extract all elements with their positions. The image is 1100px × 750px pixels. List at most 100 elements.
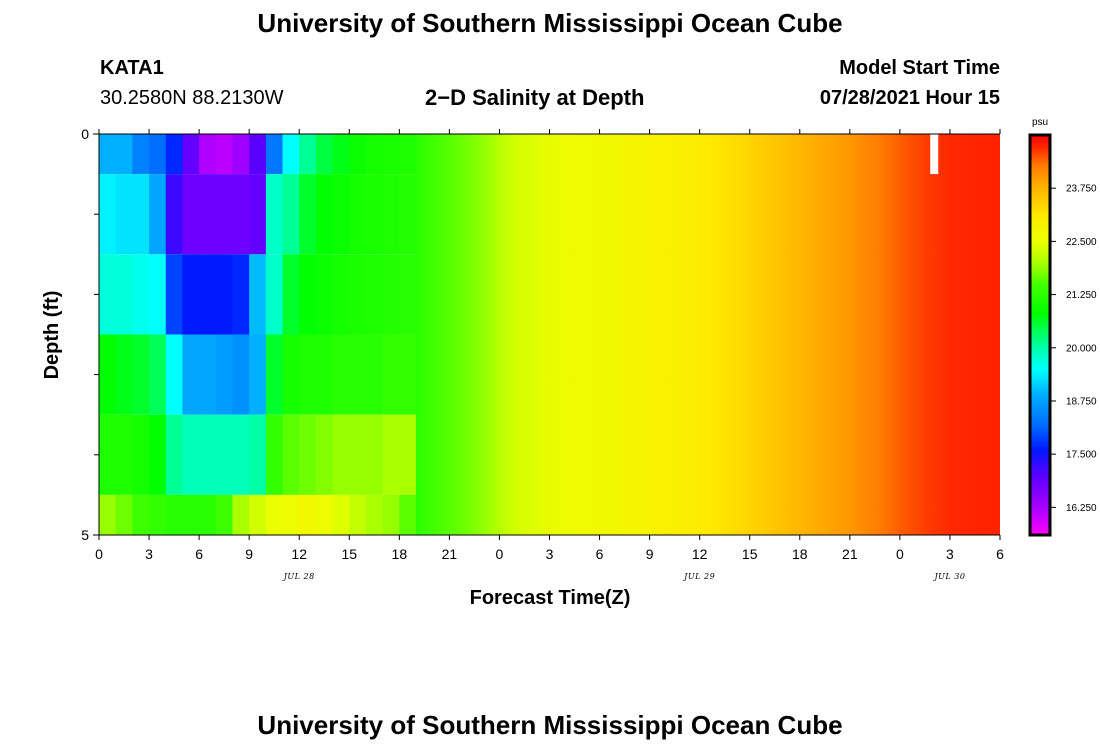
heatmap-cell bbox=[382, 494, 400, 535]
colorbar-tick-label: 16.250 bbox=[1066, 503, 1097, 514]
heatmap-cell bbox=[315, 494, 334, 535]
heatmap-cell bbox=[382, 174, 400, 255]
heatmap-cell bbox=[265, 254, 284, 335]
heatmap-cell bbox=[399, 414, 417, 495]
heatmap-cell bbox=[282, 134, 300, 175]
heatmap-cell bbox=[365, 254, 384, 335]
heatmap-cell bbox=[315, 254, 334, 335]
heatmap-cell bbox=[115, 334, 133, 415]
heatmap-cell bbox=[265, 414, 284, 495]
heatmap-cell bbox=[232, 334, 250, 415]
heatmap-cell bbox=[182, 494, 200, 535]
heatmap-cell bbox=[382, 334, 400, 415]
colorbar-unit: psu bbox=[1032, 117, 1048, 128]
x-tick-label: 21 bbox=[842, 546, 858, 562]
heatmap-cell bbox=[115, 254, 133, 335]
heatmap-trend-region bbox=[416, 134, 1000, 535]
heatmap-cell bbox=[315, 174, 334, 255]
x-date-label: JUL 29 bbox=[682, 572, 715, 581]
heatmap-cell bbox=[182, 254, 200, 335]
white-bar-marker bbox=[930, 134, 939, 175]
colorbar-tick-label: 17.500 bbox=[1066, 450, 1097, 461]
x-tick-label: 12 bbox=[291, 546, 307, 562]
station-id: KATA1 bbox=[100, 57, 164, 79]
heatmap-cell bbox=[332, 174, 350, 255]
x-tick-label: 0 bbox=[496, 546, 504, 562]
heatmap-cell bbox=[399, 174, 417, 255]
heatmap-cell bbox=[365, 494, 384, 535]
x-tick-label: 21 bbox=[442, 546, 458, 562]
x-tick-label: 6 bbox=[596, 546, 604, 562]
colorbar-tick-label: 20.000 bbox=[1066, 343, 1097, 354]
heatmap-cell bbox=[149, 494, 167, 535]
x-axis-title: Forecast Time(Z) bbox=[470, 587, 631, 609]
heatmap-cell bbox=[349, 414, 367, 495]
colorbar: psu 23.750 22.500 21.250 20.000 18.750 17.500 1… bbox=[1028, 117, 1097, 537]
heatmap-cell bbox=[265, 494, 284, 535]
heatmap-cell bbox=[99, 414, 117, 495]
heatmap-cell bbox=[365, 334, 384, 415]
heatmap-cell bbox=[282, 414, 300, 495]
heatmap-cell bbox=[299, 494, 317, 535]
heatmap-cell bbox=[115, 414, 133, 495]
heatmap-cell bbox=[132, 494, 150, 535]
colorbar-tick-label: 23.750 bbox=[1066, 184, 1097, 195]
heatmap-cell bbox=[199, 414, 217, 495]
x-tick-label: 9 bbox=[245, 546, 253, 562]
heatmap-cell bbox=[165, 334, 184, 415]
heatmap-cell bbox=[132, 134, 150, 175]
heatmap-cell bbox=[215, 174, 234, 255]
heatmap-cell bbox=[215, 254, 234, 335]
heatmap-cell bbox=[149, 254, 167, 335]
heatmap-cell bbox=[332, 254, 350, 335]
heatmap-cell bbox=[349, 254, 367, 335]
x-tick-label: 9 bbox=[646, 546, 654, 562]
model-start-time: 07/28/2021 Hour 15 bbox=[819, 87, 1000, 109]
y-tick-label: 0 bbox=[81, 126, 89, 142]
heatmap-cell bbox=[199, 334, 217, 415]
plot-axes: 0 3 6 9 12 15 18 21 0 3 6 9 12 15 18 21 0 3 6 JUL 28 JUL 29 J… bbox=[81, 126, 1004, 581]
heatmap-cell bbox=[382, 254, 400, 335]
x-tick-label: 15 bbox=[742, 546, 758, 562]
heatmap-cell bbox=[265, 134, 284, 175]
heatmap-cell bbox=[99, 134, 117, 175]
heatmap-cell bbox=[132, 254, 150, 335]
heatmap-cell bbox=[99, 334, 117, 415]
heatmap-cell bbox=[282, 494, 300, 535]
heatmap-cell bbox=[315, 334, 334, 415]
heatmap-cell bbox=[332, 334, 350, 415]
heatmap-cell bbox=[215, 134, 234, 175]
heatmap-cell bbox=[249, 254, 267, 335]
heatmap-cell bbox=[315, 414, 334, 495]
annotations bbox=[930, 134, 939, 175]
heatmap-cell bbox=[215, 494, 234, 535]
heatmap-cell bbox=[215, 334, 234, 415]
x-tick-label: 0 bbox=[95, 546, 103, 562]
heatmap-cell bbox=[149, 414, 167, 495]
heatmap-cell bbox=[299, 134, 317, 175]
heatmap-cell bbox=[99, 174, 117, 255]
heatmap-cell bbox=[149, 174, 167, 255]
heatmap-cell bbox=[232, 134, 250, 175]
bottom-title: University of Southern Mississippi Ocean… bbox=[257, 710, 843, 740]
y-tick-label: 5 bbox=[81, 527, 89, 543]
heatmap-cell bbox=[182, 334, 200, 415]
y-axis-title: Depth (ft) bbox=[41, 291, 63, 380]
heatmap-cell bbox=[149, 334, 167, 415]
heatmap-cell bbox=[299, 414, 317, 495]
heatmap-cell bbox=[399, 334, 417, 415]
heatmap-cell bbox=[165, 494, 184, 535]
x-tick-label: 3 bbox=[546, 546, 554, 562]
heatmap-cell bbox=[282, 174, 300, 255]
heatmap-cell bbox=[132, 334, 150, 415]
heatmap-cell bbox=[382, 414, 400, 495]
x-tick-label: 18 bbox=[792, 546, 808, 562]
heatmap-cell bbox=[299, 174, 317, 255]
x-tick-label: 6 bbox=[195, 546, 203, 562]
station-coordinates: 30.2580N 88.2130W bbox=[100, 87, 284, 109]
heatmap-cell bbox=[265, 174, 284, 255]
heatmap-cell bbox=[365, 134, 384, 175]
heatmap-cell bbox=[332, 134, 350, 175]
heatmap-cell bbox=[182, 174, 200, 255]
x-tick-label: 3 bbox=[946, 546, 954, 562]
